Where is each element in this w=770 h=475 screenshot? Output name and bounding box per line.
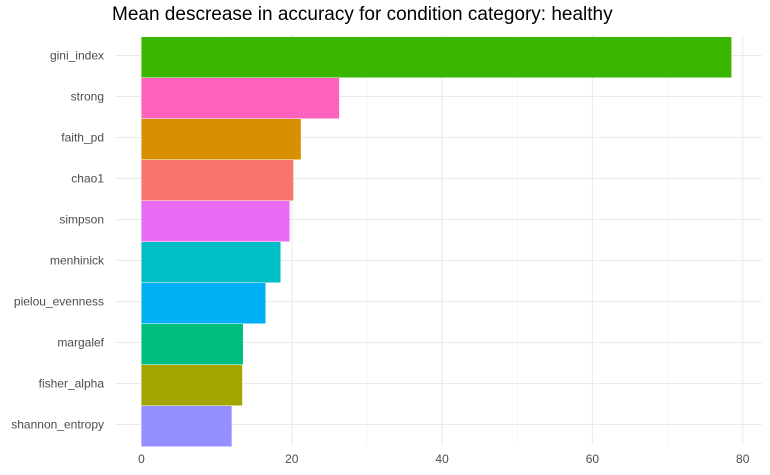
y-tick-label: pielou_evenness bbox=[14, 295, 104, 309]
y-tick-label: faith_pd bbox=[61, 131, 104, 145]
bar-margalef bbox=[141, 324, 243, 365]
y-tick-label: shannon_entropy bbox=[11, 418, 104, 432]
bar-faith_pd bbox=[141, 119, 301, 160]
bar-strong bbox=[141, 78, 340, 119]
y-tick-label: gini_index bbox=[50, 49, 104, 63]
bar-gini_index bbox=[141, 37, 732, 78]
bar-pielou_evenness bbox=[141, 283, 266, 324]
x-tick-label: 0 bbox=[138, 452, 145, 466]
y-tick-label: margalef bbox=[57, 336, 104, 350]
y-tick-label: menhinick bbox=[50, 254, 105, 268]
x-tick-label: 80 bbox=[736, 452, 750, 466]
x-axis-labels: 0 20 40 60 80 bbox=[138, 452, 750, 466]
y-tick-label: fisher_alpha bbox=[39, 377, 105, 391]
bar-menhinick bbox=[141, 242, 281, 283]
bar-fisher_alpha bbox=[141, 365, 243, 406]
bar-simpson bbox=[141, 201, 290, 242]
x-tick-label: 40 bbox=[435, 452, 449, 466]
x-tick-label: 20 bbox=[285, 452, 299, 466]
y-tick-label: simpson bbox=[59, 213, 104, 227]
bar-shannon_entropy bbox=[141, 406, 232, 447]
bar-chao1 bbox=[141, 160, 294, 201]
y-tick-label: chao1 bbox=[71, 172, 104, 186]
chart-title: Mean descrease in accuracy for condition… bbox=[112, 4, 613, 25]
y-tick-label: strong bbox=[71, 90, 104, 104]
x-tick-label: 60 bbox=[586, 452, 600, 466]
bars bbox=[141, 37, 732, 447]
